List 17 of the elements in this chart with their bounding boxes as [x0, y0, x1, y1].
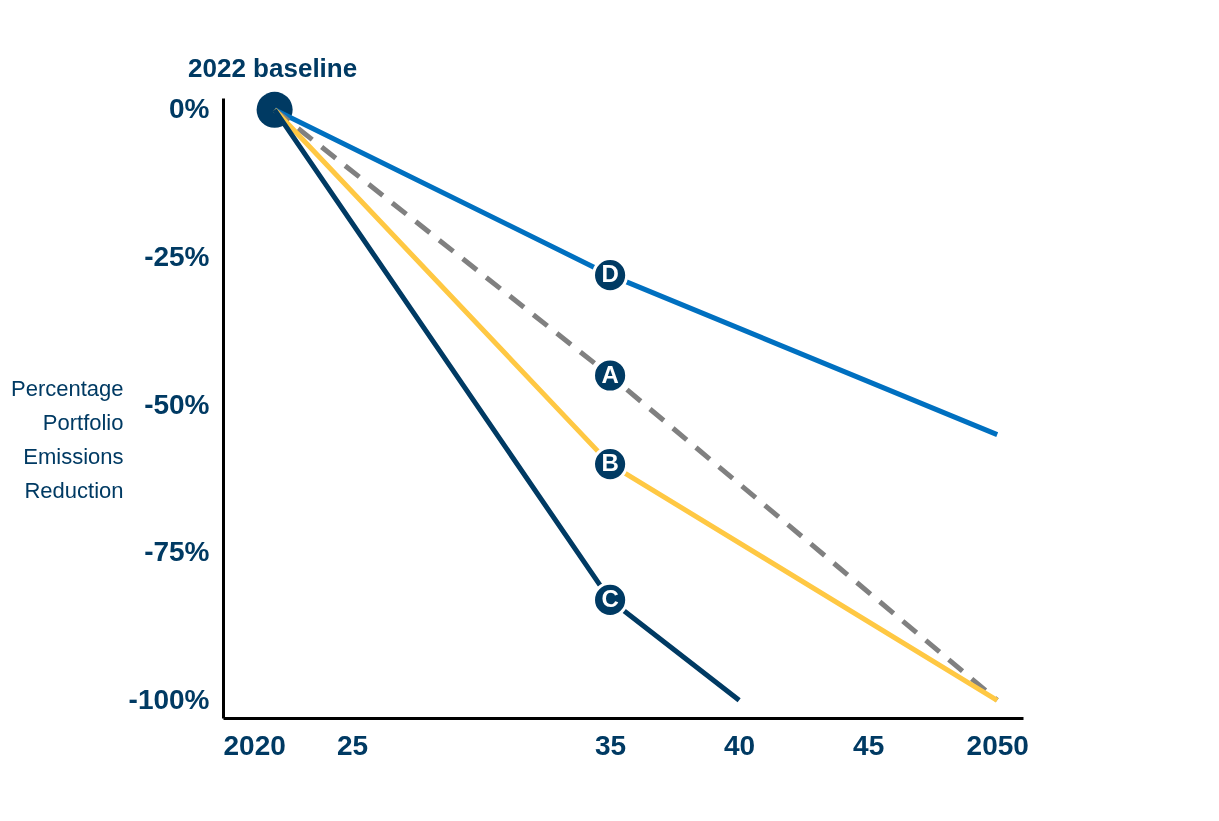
y-tick-label: -100% [128, 683, 210, 715]
x-tick-label: 35 [595, 729, 627, 761]
y-tick-label: -50% [144, 388, 210, 420]
series-label: D [601, 260, 619, 288]
x-tick-label: 25 [336, 729, 369, 761]
series-label: C [601, 584, 619, 612]
y-tick-label: 0% [169, 93, 210, 125]
x-tick-label: 2050 [966, 729, 1029, 761]
annotation: 2022 baseline [188, 52, 358, 83]
x-tick-label: 45 [853, 729, 885, 761]
x-tick-label: 40 [724, 729, 756, 761]
series-label: A [601, 360, 619, 388]
y-tick-label: -75% [144, 536, 210, 568]
series-label: B [601, 449, 619, 477]
y-tick-label: -25% [144, 240, 210, 272]
x-tick-label: 2020 [223, 729, 286, 761]
y-axis-title: Percentage Portfolio Emissions Reduction [10, 375, 124, 503]
